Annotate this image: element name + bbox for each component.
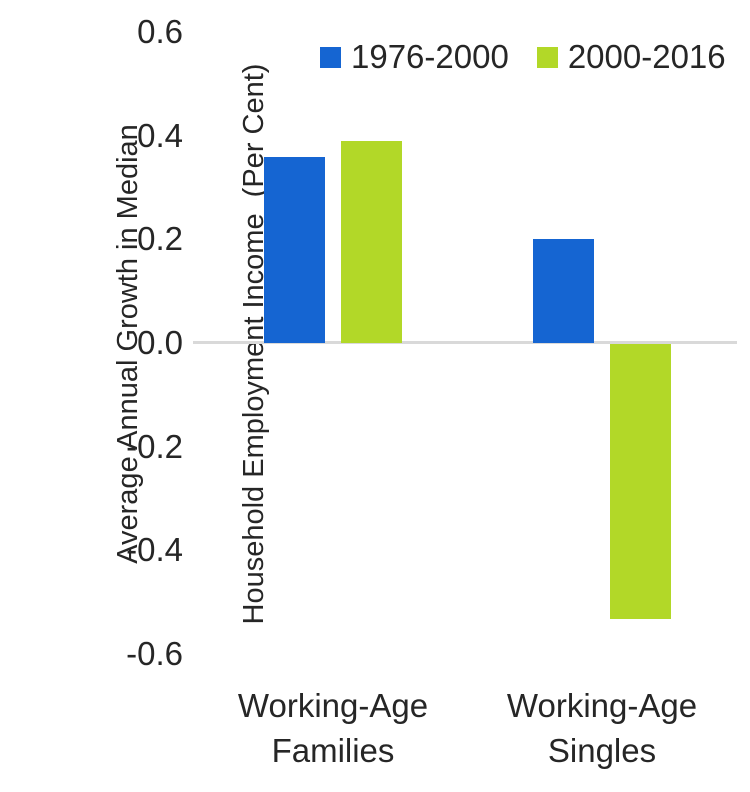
- legend-swatch-green-icon: [536, 46, 558, 68]
- bar-2000-2016-working-age-singles: [609, 344, 671, 619]
- bar-1976-2000-working-age-families: [264, 156, 325, 343]
- x-category-label-line: Families: [271, 732, 395, 769]
- y-tick-label-0.0: 0.0: [137, 324, 183, 361]
- y-tick-label-0.4: 0.4: [137, 116, 183, 154]
- legend-label: 1976-2000: [351, 38, 509, 75]
- x-category-label-singles: Working-Age Singles: [452, 683, 750, 773]
- legend-item-2000-2016: 2000-2016: [536, 38, 726, 75]
- y-axis-title-line2: Household Employment Income (Per Cent): [238, 63, 270, 625]
- bar-2000-2016-working-age-families: [341, 140, 402, 343]
- zero-gridline: [193, 341, 737, 344]
- x-category-label-line: Working-Age: [506, 687, 698, 724]
- x-category-label-families: Working-Age Families: [183, 683, 483, 773]
- bar-1976-2000-working-age-singles: [532, 239, 594, 343]
- legend-swatch-blue-icon: [320, 46, 341, 68]
- x-category-label-line: Singles: [547, 732, 657, 769]
- legend-item-1976-2000: 1976-2000: [320, 40, 509, 74]
- y-tick-label-0.6: 0.6: [137, 13, 183, 51]
- legend: 1976-2000 2000-2016: [320, 40, 726, 74]
- y-tick-label--0.4: -0.4: [126, 531, 183, 569]
- x-category-label-line: Working-Age: [237, 687, 429, 724]
- legend-label: 2000-2016: [567, 38, 726, 75]
- y-tick-label-0.2: 0.2: [137, 220, 183, 258]
- y-tick-label--0.2: -0.2: [126, 427, 183, 465]
- y-tick-label--0.6: -0.6: [126, 634, 183, 672]
